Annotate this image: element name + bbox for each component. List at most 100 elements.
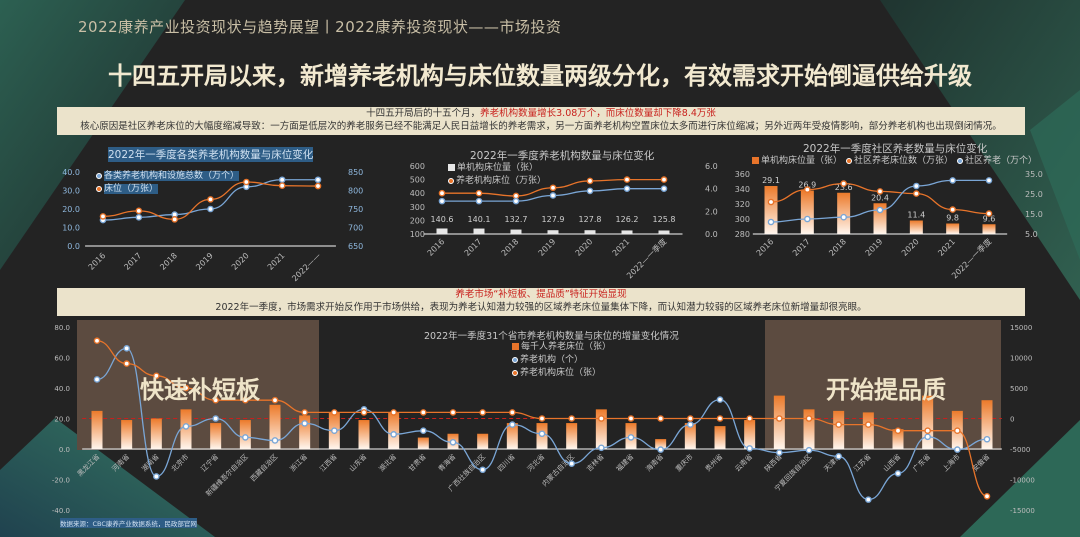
right-axis-tick-label: 5000 [1010, 385, 1028, 393]
category-label: 四川省 [496, 452, 517, 473]
data-point [716, 415, 724, 422]
right-axis-tick-label: -5000 [1010, 446, 1030, 454]
data-point [840, 180, 847, 187]
bar-data-label: 9.8 [946, 214, 959, 223]
bar [922, 395, 934, 449]
left-axis-tick-label: 10.0 [62, 224, 80, 233]
data-point [438, 197, 446, 205]
chart4-legend-item: 每千人养老床位（张） [512, 341, 611, 354]
data-point [598, 444, 605, 452]
right-axis-tick-label: -15000 [1010, 507, 1035, 515]
chart2-legend-item: 养老机构床位（万张） [448, 175, 546, 188]
bar-data-label: 26.9 [798, 181, 816, 190]
left-axis-tick-label: 320 [735, 200, 750, 209]
left-axis-tick-label: 0.0 [67, 242, 80, 251]
bar-data-label: 140.6 [431, 215, 454, 224]
legend-label: 各类养老机构和设施总数（万个） [104, 171, 240, 181]
bar [862, 412, 874, 449]
category-label: 河南省 [110, 452, 131, 473]
headline: 十四五开局以来，新增养老机构与床位数量两级分化，有效需求开始倒逼供给升级 [108, 62, 972, 90]
data-source: 数据来源：CBC康养产业数据系统，民政部官网 [60, 518, 197, 528]
header-title: 2022康养产业投资现状与趋势展望丨2022康养投资现状——市场投资 [78, 18, 562, 36]
data-point [301, 420, 308, 427]
insight-text: 2022年一季度，市场需求开始反作用于市场供给，表现为养老认知潜力较强的区域养老… [215, 302, 867, 313]
category-label: 2020 [574, 237, 595, 258]
data-point [314, 176, 322, 184]
left-axis-tick-label: 80.0 [54, 324, 70, 332]
data-point [876, 188, 884, 195]
data-point [207, 196, 214, 203]
right-axis-tick-label: 10000 [1010, 355, 1032, 363]
chart4-legend: 每千人养老床位（张） 养老机构（个） 养老机构床位（张） [512, 341, 611, 380]
bar-data-label: 9.6 [983, 214, 996, 223]
category-label: 2018 [827, 237, 848, 258]
bar [121, 420, 133, 449]
data-point [949, 206, 956, 213]
data-point [420, 427, 427, 435]
data-point [212, 415, 219, 422]
bar [946, 223, 960, 234]
category-label: 河北省 [525, 452, 546, 473]
data-point [93, 337, 101, 345]
data-point [924, 427, 931, 435]
data-point [876, 206, 884, 214]
data-point [954, 427, 961, 435]
left-axis-tick-label: 60.0 [54, 355, 70, 363]
bar [477, 433, 489, 449]
data-point [512, 197, 520, 205]
category-label: 黑龙江省 [75, 452, 101, 478]
bar [506, 423, 518, 449]
data-point [153, 473, 160, 480]
data-point [568, 415, 575, 422]
bar [982, 224, 996, 234]
bar [892, 429, 904, 449]
right-axis-tick-label: 25.0 [1025, 190, 1043, 199]
bar-data-label: 140.1 [468, 215, 491, 224]
data-point [687, 421, 694, 428]
data-point [509, 421, 516, 428]
right-axis-tick-label: 4.0 [705, 185, 718, 194]
data-point [242, 396, 249, 404]
bar [909, 220, 923, 234]
category-label: 江苏省 [852, 452, 873, 473]
data-point [746, 445, 753, 452]
category-label: 2019 [864, 237, 885, 258]
bar [764, 186, 778, 234]
left-axis-tick-label: -20.0 [52, 477, 70, 485]
chart1-legend-item: 各类养老机构和设施总数（万个） [96, 170, 240, 183]
data-point [805, 446, 813, 454]
legend-dot-icon [512, 369, 518, 376]
data-point [538, 430, 546, 438]
summary-line1: 十四五开局后的十五个月，养老机构数量增长3.08万个，而床位数量却下降8.4万张 [57, 107, 1025, 120]
chart3-legend-item: 单机构床位量（张） [752, 155, 842, 168]
left-axis-tick-label: 600 [410, 162, 425, 171]
category-label: 辽宁省 [199, 452, 220, 473]
left-axis-tick-label: 40.0 [62, 168, 80, 177]
data-point [954, 446, 961, 453]
data-point [835, 421, 842, 428]
bar [873, 203, 887, 234]
left-axis-tick-label: 300 [410, 203, 425, 212]
legend-dot-icon [448, 177, 454, 184]
summary-line2: 核心原因是社区养老床位的大幅度缩减导致：一方面是低层次的养老服务已经不能满足人民… [80, 121, 1002, 132]
data-point [623, 185, 631, 192]
data-point [123, 360, 130, 367]
chart4-legend-item: 养老机构（个） [512, 354, 611, 367]
category-label: 2016 [755, 237, 776, 258]
data-point [243, 178, 250, 186]
bar [150, 418, 162, 449]
data-point [331, 409, 338, 416]
bar [269, 404, 281, 449]
data-point [509, 409, 516, 416]
data-point [776, 415, 783, 422]
bar-data-label: 20.4 [871, 193, 889, 202]
data-point [804, 215, 811, 223]
legend-label: 单机构床位量（张） [761, 156, 843, 166]
data-point [99, 213, 107, 220]
category-label: 湖南省 [140, 452, 161, 473]
bar [621, 230, 633, 234]
category-label: 2016 [426, 237, 447, 258]
summary-highlight: 养老机构数量增长3.08万个，而床位数量却下降8.4万张 [480, 108, 716, 119]
